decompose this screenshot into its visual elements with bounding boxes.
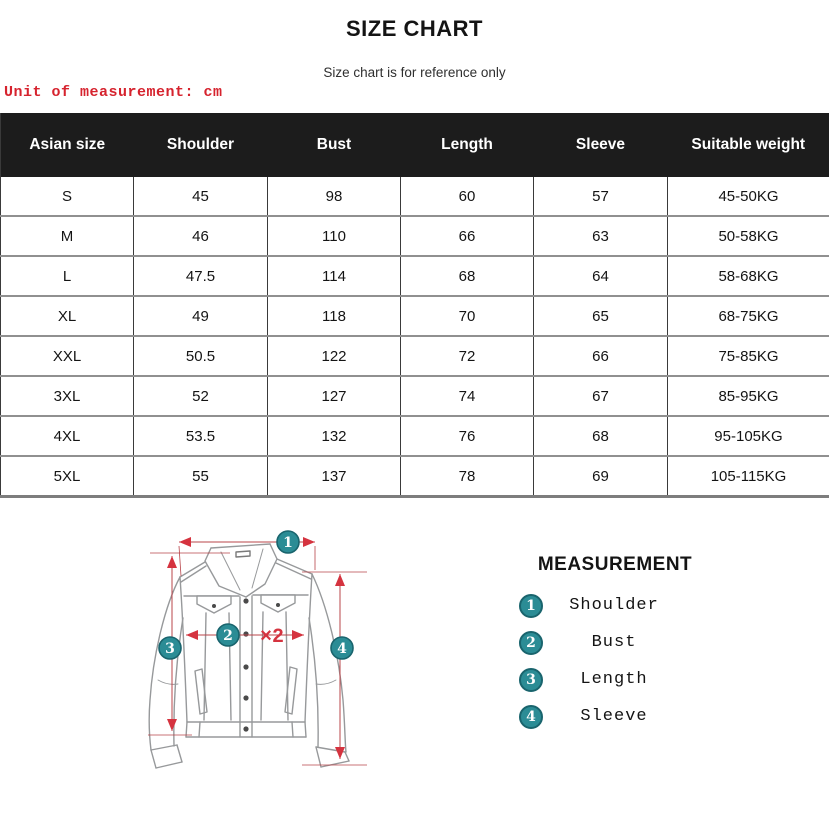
unit-note: Unit of measurement: cm	[4, 84, 223, 101]
table-row: S 45 98 60 57 45-50KG	[0, 177, 829, 217]
table-cell: 60	[400, 177, 534, 217]
column-header: Asian size	[0, 113, 134, 177]
legend-label: Shoulder	[569, 596, 659, 615]
table-cell: 3XL	[0, 376, 134, 417]
legend-number-badge: 3	[519, 667, 543, 692]
table-cell: 45	[133, 177, 268, 217]
legend-label: Bust	[591, 633, 637, 652]
table-cell: 75-85KG	[667, 336, 829, 377]
table-cell: 68	[400, 256, 534, 297]
table-cell: 55	[133, 456, 268, 498]
table-cell: XL	[0, 296, 134, 337]
table-cell: 63	[533, 216, 668, 257]
table-cell: 5XL	[0, 456, 134, 498]
table-cell: 114	[267, 256, 401, 297]
column-header: Bust	[267, 113, 401, 177]
legend-item-shoulder: 1 Shoulder	[515, 587, 685, 624]
table-cell: M	[0, 216, 134, 257]
table-cell: 72	[400, 336, 534, 377]
diagram-callouts: 1 2 3 4	[158, 530, 354, 660]
table-cell: 46	[133, 216, 268, 257]
table-cell: 66	[400, 216, 534, 257]
table-row: XL 49 118 70 65 68-75KG	[0, 296, 829, 337]
table-cell: S	[0, 177, 134, 217]
table-cell: 65	[533, 296, 668, 337]
table-cell: 137	[267, 456, 401, 498]
callout-4: 4	[337, 641, 347, 657]
table-row: XXL 50.5 122 72 66 75-85KG	[0, 336, 829, 377]
table-cell: 70	[400, 296, 534, 337]
table-cell: 76	[400, 416, 534, 457]
table-cell: 49	[133, 296, 268, 337]
table-cell: 50.5	[133, 336, 268, 377]
table-cell: 68	[533, 416, 668, 457]
callout-2: 2	[223, 628, 233, 644]
table-cell: 64	[533, 256, 668, 297]
table-cell: 74	[400, 376, 534, 417]
size-table-header: Asian size Shoulder Bust Length Sleeve S…	[0, 113, 829, 177]
table-cell: 69	[533, 456, 668, 498]
table-cell: 52	[133, 376, 268, 417]
column-header: Sleeve	[533, 113, 668, 177]
bust-multiplier-label: ×2	[260, 626, 284, 649]
table-cell: 68-75KG	[667, 296, 829, 337]
column-header: Length	[400, 113, 534, 177]
table-cell: 105-115KG	[667, 456, 829, 498]
table-cell: 122	[267, 336, 401, 377]
table-row: L 47.5 114 68 64 58-68KG	[0, 256, 829, 297]
table-cell: 50-58KG	[667, 216, 829, 257]
table-cell: 67	[533, 376, 668, 417]
jacket-buttons	[212, 598, 280, 732]
table-cell: 110	[267, 216, 401, 257]
legend-item-sleeve: 4 Sleeve	[515, 698, 685, 735]
table-cell: 78	[400, 456, 534, 498]
table-cell: 47.5	[133, 256, 268, 297]
page-subtitle: Size chart is for reference only	[323, 65, 506, 80]
measurement-legend-title: MEASUREMENT	[537, 554, 693, 575]
arrowheads	[167, 537, 345, 759]
table-row: 3XL 52 127 74 67 85-95KG	[0, 376, 829, 417]
table-cell: 58-68KG	[667, 256, 829, 297]
legend-number-badge: 4	[519, 704, 543, 729]
table-cell: L	[0, 256, 134, 297]
size-table: Asian size Shoulder Bust Length Sleeve S…	[0, 113, 829, 498]
callout-3: 3	[165, 641, 175, 657]
legend-item-length: 3 Length	[515, 661, 685, 698]
legend-label: Sleeve	[580, 707, 648, 726]
column-header: Shoulder	[133, 113, 268, 177]
legend-item-bust: 2 Bust	[515, 624, 685, 661]
table-cell: XXL	[0, 336, 134, 377]
table-cell: 53.5	[133, 416, 268, 457]
table-cell: 66	[533, 336, 668, 377]
table-cell: 95-105KG	[667, 416, 829, 457]
callout-1: 1	[283, 535, 293, 551]
legend-label: Length	[580, 670, 648, 689]
jacket-diagram-svg: ×2 1 2 3 4	[148, 530, 367, 769]
table-row: 4XL 53.5 132 76 68 95-105KG	[0, 416, 829, 457]
table-cell: 98	[267, 177, 401, 217]
jacket-diagram: ×2 1 2 3 4	[0, 500, 829, 829]
table-cell: 85-95KG	[667, 376, 829, 417]
table-cell: 4XL	[0, 416, 134, 457]
table-cell: 127	[267, 376, 401, 417]
table-row: M 46 110 66 63 50-58KG	[0, 216, 829, 257]
jacket-outline	[148, 543, 350, 769]
header-row: Asian size Shoulder Bust Length Sleeve S…	[0, 113, 829, 177]
table-cell: 45-50KG	[667, 177, 829, 217]
table-cell: 118	[267, 296, 401, 337]
table-row: 5XL 55 137 78 69 105-115KG	[0, 456, 829, 498]
table-cell: 132	[267, 416, 401, 457]
table-cell: 57	[533, 177, 668, 217]
legend-number-badge: 1	[519, 593, 543, 618]
column-header: Suitable weight	[667, 113, 829, 177]
page-title: SIZE CHART	[346, 16, 483, 41]
legend-number-badge: 2	[519, 630, 543, 655]
measurement-legend: 1 Shoulder 2 Bust 3 Length 4 Sleeve	[515, 587, 685, 735]
